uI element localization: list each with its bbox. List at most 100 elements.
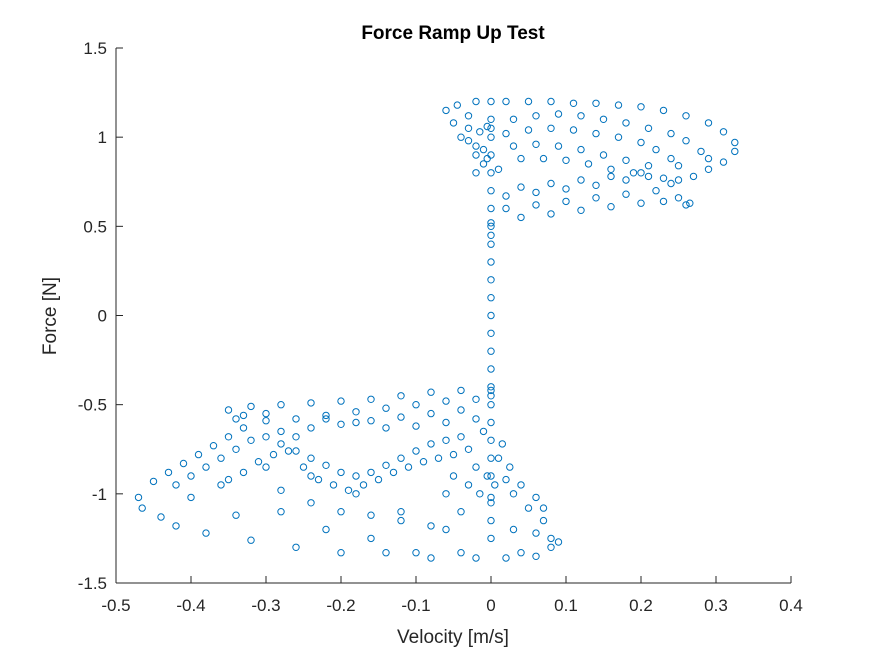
- data-point-211: [397, 454, 405, 462]
- data-point-82: [487, 115, 495, 124]
- x-tick-label: 0.1: [554, 596, 578, 615]
- data-point-193: [532, 552, 540, 560]
- data-point-191: [502, 554, 510, 562]
- chart-title: Force Ramp Up Test: [361, 23, 545, 44]
- data-point-246: [509, 490, 518, 498]
- data-point-194: [547, 543, 555, 551]
- data-point-14: [487, 240, 495, 248]
- data-point-67: [682, 112, 690, 120]
- data-point-176: [277, 508, 285, 516]
- data-point-210: [382, 461, 390, 469]
- data-point-195: [554, 538, 563, 546]
- data-point-140: [292, 415, 300, 423]
- y-tick-label: -1.5: [78, 574, 107, 593]
- data-point-228: [404, 463, 413, 471]
- data-point-13: [487, 258, 495, 266]
- x-tick-label: 0: [486, 596, 495, 615]
- data-point-199: [217, 454, 225, 462]
- data-point-250: [479, 427, 488, 436]
- data-point-203: [277, 440, 285, 448]
- data-point-110: [644, 162, 653, 170]
- data-point-113: [562, 156, 570, 165]
- x-tick-label: -0.1: [401, 596, 430, 615]
- data-point-36: [592, 194, 600, 202]
- data-point-5: [487, 401, 495, 409]
- data-point-201: [247, 436, 255, 444]
- data-point-224: [344, 486, 353, 494]
- data-point-127: [397, 392, 405, 400]
- data-point-138: [352, 408, 360, 416]
- data-point-12: [487, 276, 495, 284]
- data-point-132: [247, 402, 255, 411]
- data-point-18: [487, 169, 495, 177]
- data-point-213: [427, 440, 435, 448]
- data-point-65: [637, 103, 645, 111]
- data-point-157: [262, 409, 270, 418]
- data-point-164: [172, 522, 180, 530]
- data-point-4: [487, 418, 495, 427]
- data-point-9: [487, 329, 495, 337]
- data-point-200: [232, 445, 240, 453]
- data-point-248: [494, 454, 503, 462]
- data-point-40: [502, 192, 510, 200]
- data-point-117: [472, 151, 480, 159]
- data-point-56: [453, 101, 461, 109]
- data-point-230: [434, 454, 443, 462]
- data-point-155: [352, 418, 360, 427]
- data-point-143: [457, 406, 465, 414]
- data-point-236: [367, 511, 375, 519]
- data-point-252: [464, 481, 473, 489]
- data-point-8: [487, 347, 495, 355]
- data-point-114: [584, 160, 593, 168]
- data-point-247: [502, 475, 510, 484]
- x-tick-label: -0.3: [251, 596, 280, 615]
- data-point-109: [622, 156, 630, 165]
- data-point-48: [547, 179, 555, 188]
- y-tick-label: 1: [98, 128, 107, 147]
- data-point-77: [457, 133, 465, 141]
- axes-layer: -0.5 -0.4 -0.3 -0.2 -0.1 0 0.1 0.2 0.3 0.4 -1.5 -1 -…: [78, 39, 803, 615]
- y-tick-label: 1.5: [83, 39, 107, 58]
- data-point-125: [457, 386, 465, 395]
- data-point-141: [262, 417, 270, 425]
- data-point-257: [517, 481, 525, 489]
- data-point-79: [479, 160, 488, 168]
- data-point-233: [277, 486, 285, 494]
- data-point-31: [659, 197, 668, 206]
- data-point-216: [224, 475, 233, 484]
- data-point-50: [607, 172, 615, 181]
- data-point-234: [307, 499, 315, 507]
- data-point-101: [652, 145, 660, 154]
- data-point-27: [547, 210, 555, 218]
- data-point-217: [239, 468, 248, 477]
- data-point-212: [412, 447, 420, 455]
- data-point-149: [277, 427, 285, 436]
- data-point-156: [322, 415, 330, 423]
- data-point-185: [412, 549, 420, 557]
- y-axis-label: Force [N]: [40, 277, 61, 355]
- data-point-259: [539, 504, 548, 512]
- data-point-10: [487, 311, 495, 320]
- data-point-98: [592, 129, 600, 138]
- data-point-170: [217, 481, 225, 489]
- data-point-55: [464, 112, 473, 120]
- data-point-103: [674, 162, 683, 170]
- data-point-238: [427, 522, 435, 530]
- data-point-207: [337, 468, 345, 477]
- data-point-86: [577, 112, 585, 120]
- data-point-158: [239, 411, 248, 420]
- data-point-150: [292, 433, 300, 441]
- data-point-162: [157, 513, 165, 521]
- data-point-177: [292, 543, 300, 551]
- data-point-119: [464, 137, 473, 145]
- data-point-168: [202, 529, 210, 537]
- data-point-42: [562, 185, 570, 193]
- data-point-118: [479, 145, 488, 154]
- data-point-33: [502, 204, 510, 213]
- data-point-32: [682, 201, 690, 209]
- data-point-197: [187, 472, 195, 480]
- data-point-256: [506, 463, 514, 471]
- data-point-39: [674, 194, 683, 202]
- data-point-254: [483, 472, 491, 480]
